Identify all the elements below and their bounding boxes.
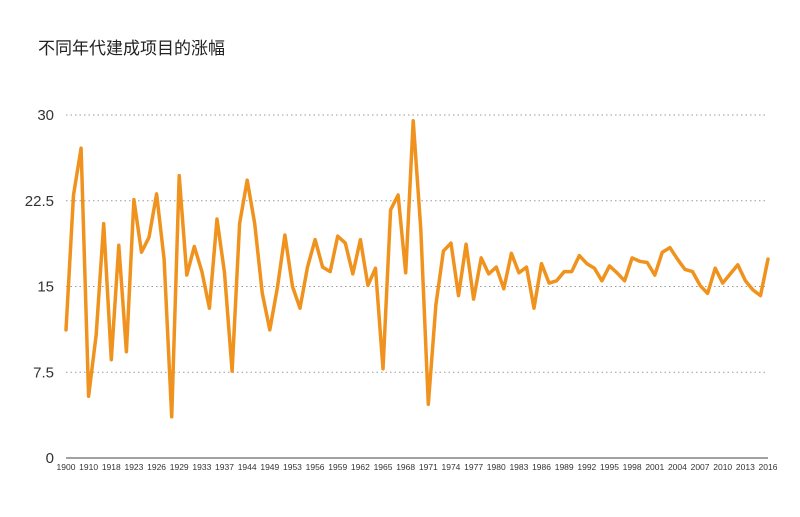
y-tick-label: 0 (46, 450, 54, 467)
x-tick-label: 1998 (623, 462, 642, 472)
y-axis-ticks: 0 7.5 15 22.5 30 (25, 107, 54, 467)
chart-title: 不同年代建成项目的涨幅 (38, 39, 225, 59)
x-tick-label: 1959 (328, 462, 347, 472)
x-tick-label: 2016 (759, 462, 778, 472)
x-tick-label: 1900 (57, 462, 76, 472)
x-tick-label: 1986 (532, 462, 551, 472)
x-tick-label: 1933 (192, 462, 211, 472)
x-tick-label: 1937 (215, 462, 234, 472)
y-tick-label: 22.5 (25, 193, 54, 210)
x-tick-label: 1962 (351, 462, 370, 472)
x-tick-label: 1977 (464, 462, 483, 472)
series-layer (64, 118, 770, 419)
x-tick-label: 1953 (283, 462, 302, 472)
x-tick-label: 2013 (736, 462, 755, 472)
x-tick-label: 1995 (600, 462, 619, 472)
x-tick-label: 1971 (419, 462, 438, 472)
x-tick-label: 1980 (487, 462, 506, 472)
x-tick-label: 1992 (577, 462, 596, 472)
x-tick-label: 1974 (442, 462, 461, 472)
x-tick-label: 1968 (396, 462, 415, 472)
y-tick-label: 7.5 (33, 364, 54, 381)
x-tick-label: 2001 (645, 462, 664, 472)
x-axis-ticks: 1900 1910 1918 1923 1926 1929 1933 1937 1944 1949… (57, 462, 778, 472)
x-tick-label: 1983 (509, 462, 528, 472)
x-tick-label: 1929 (170, 462, 189, 472)
x-tick-label: 2004 (668, 462, 687, 472)
x-tick-label: 2010 (713, 462, 732, 472)
x-tick-label: 1989 (555, 462, 574, 472)
y-tick-label: 30 (37, 107, 54, 124)
x-tick-label: 1926 (147, 462, 166, 472)
gridlines (66, 114, 768, 373)
x-tick-label: 1918 (102, 462, 121, 472)
y-tick-label: 15 (37, 279, 54, 296)
x-tick-label: 1949 (260, 462, 279, 472)
x-tick-label: 1944 (238, 462, 257, 472)
x-tick-label: 1965 (374, 462, 393, 472)
x-tick-label: 1956 (306, 462, 325, 472)
x-tick-label: 1910 (79, 462, 98, 472)
x-tick-label: 1923 (124, 462, 143, 472)
x-tick-label: 2007 (691, 462, 710, 472)
series-line (64, 118, 770, 419)
